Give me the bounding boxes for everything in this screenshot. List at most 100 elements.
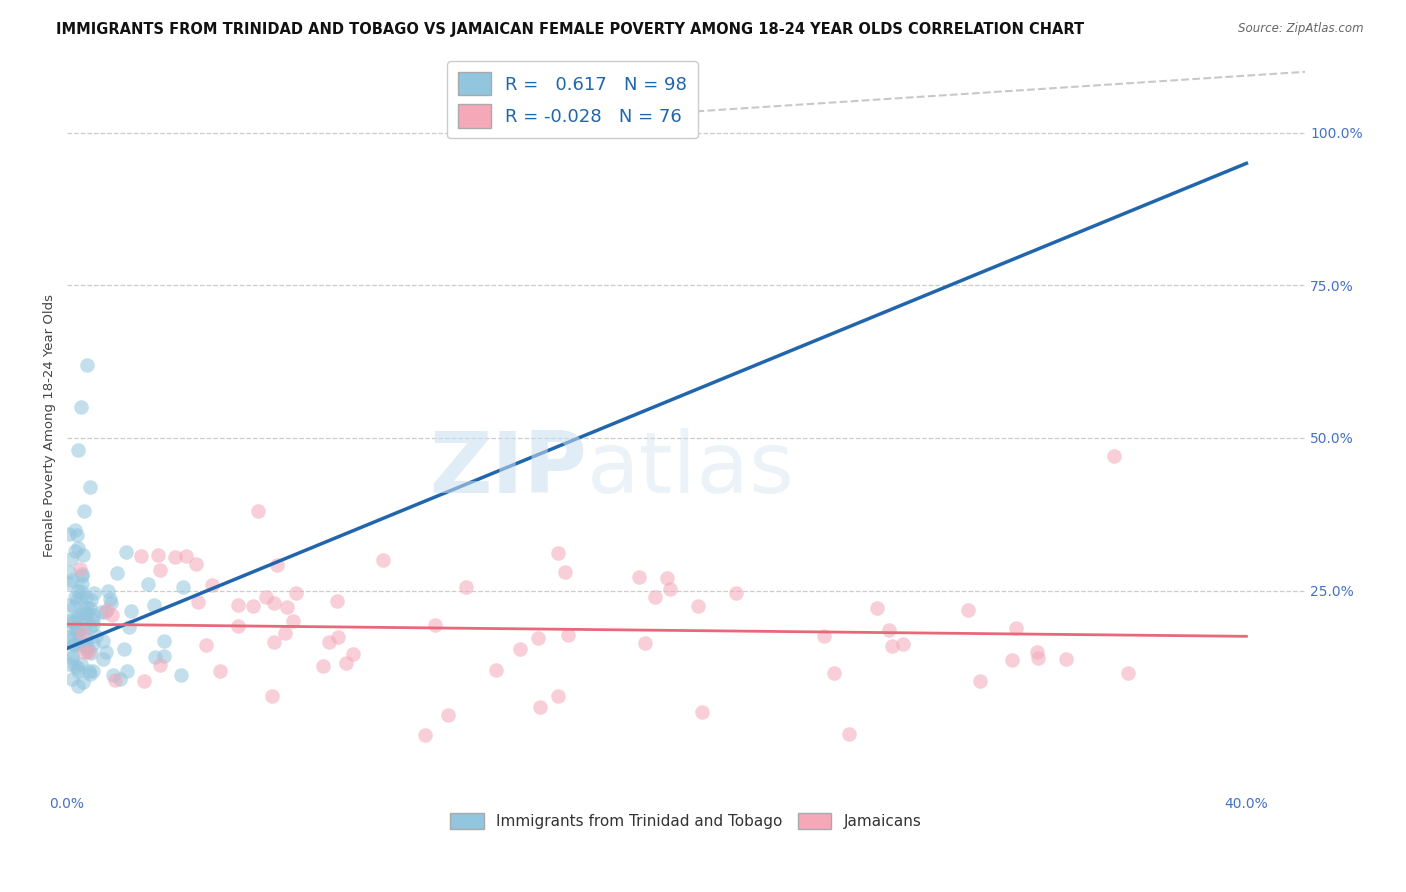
Text: Source: ZipAtlas.com: Source: ZipAtlas.com: [1239, 22, 1364, 36]
Point: [547, 546, 569, 560]
Point: [58, 613, 80, 627]
Point: [152, 649, 174, 664]
Point: [208, 664, 231, 678]
Point: [163, 549, 186, 564]
Point: [692, 706, 714, 720]
Point: [105, 566, 128, 580]
Point: [73, 645, 96, 659]
Point: [957, 603, 980, 617]
Point: [70, 591, 93, 605]
Point: [891, 637, 914, 651]
Point: [80, 646, 103, 660]
Point: [72, 549, 94, 563]
Point: [66, 528, 89, 542]
Point: [70, 605, 93, 619]
Point: [425, 618, 447, 632]
Point: [73, 504, 96, 518]
Point: [66, 624, 89, 638]
Point: [1025, 645, 1047, 659]
Point: [263, 596, 285, 610]
Point: [79, 480, 101, 494]
Point: [82, 664, 104, 678]
Point: [75, 632, 97, 647]
Point: [813, 629, 835, 643]
Point: [877, 624, 900, 638]
Point: [553, 565, 575, 579]
Point: [82, 614, 104, 628]
Point: [172, 580, 194, 594]
Point: [63, 543, 86, 558]
Point: [76, 607, 98, 621]
Point: [283, 614, 305, 628]
Point: [75, 590, 97, 604]
Point: [62, 637, 84, 651]
Point: [80, 593, 103, 607]
Point: [69, 584, 91, 599]
Point: [823, 666, 845, 681]
Point: [256, 590, 278, 604]
Point: [969, 674, 991, 689]
Point: [66, 593, 89, 607]
Point: [58, 576, 80, 591]
Point: [509, 642, 531, 657]
Text: ZIP: ZIP: [429, 428, 586, 511]
Point: [143, 649, 166, 664]
Point: [659, 582, 682, 597]
Point: [146, 548, 169, 562]
Point: [226, 619, 249, 633]
Point: [63, 600, 86, 615]
Point: [1102, 450, 1125, 464]
Point: [58, 657, 80, 671]
Point: [76, 644, 98, 658]
Point: [335, 656, 357, 670]
Point: [201, 578, 224, 592]
Point: [100, 596, 122, 610]
Point: [557, 628, 579, 642]
Point: [148, 563, 170, 577]
Point: [60, 651, 83, 665]
Point: [1054, 652, 1077, 666]
Text: IMMIGRANTS FROM TRINIDAD AND TOBAGO VS JAMAICAN FEMALE POVERTY AMONG 18-24 YEAR : IMMIGRANTS FROM TRINIDAD AND TOBAGO VS J…: [56, 22, 1084, 37]
Y-axis label: Female Poverty Among 18-24 Year Olds: Female Poverty Among 18-24 Year Olds: [44, 294, 56, 558]
Point: [266, 558, 288, 572]
Point: [132, 674, 155, 689]
Point: [66, 612, 89, 626]
Point: [318, 634, 340, 648]
Point: [454, 580, 477, 594]
Point: [59, 614, 82, 628]
Point: [67, 679, 90, 693]
Point: [82, 637, 104, 651]
Point: [63, 658, 86, 673]
Point: [112, 642, 135, 657]
Point: [326, 594, 349, 608]
Point: [725, 586, 748, 600]
Point: [70, 401, 93, 415]
Point: [115, 664, 138, 678]
Point: [59, 633, 82, 648]
Point: [70, 657, 93, 671]
Point: [328, 630, 350, 644]
Point: [94, 645, 117, 659]
Point: [120, 604, 142, 618]
Point: [66, 660, 89, 674]
Point: [58, 565, 80, 579]
Point: [152, 634, 174, 648]
Point: [143, 599, 166, 613]
Point: [529, 700, 551, 714]
Point: [131, 549, 153, 563]
Point: [436, 707, 458, 722]
Point: [104, 673, 127, 687]
Point: [527, 631, 550, 645]
Point: [96, 602, 118, 616]
Point: [65, 523, 87, 537]
Point: [655, 571, 678, 585]
Point: [67, 583, 90, 598]
Point: [485, 663, 508, 677]
Point: [76, 639, 98, 653]
Point: [58, 527, 80, 541]
Point: [66, 665, 89, 679]
Text: atlas: atlas: [586, 428, 794, 511]
Point: [58, 598, 80, 612]
Point: [65, 623, 87, 637]
Point: [686, 599, 709, 614]
